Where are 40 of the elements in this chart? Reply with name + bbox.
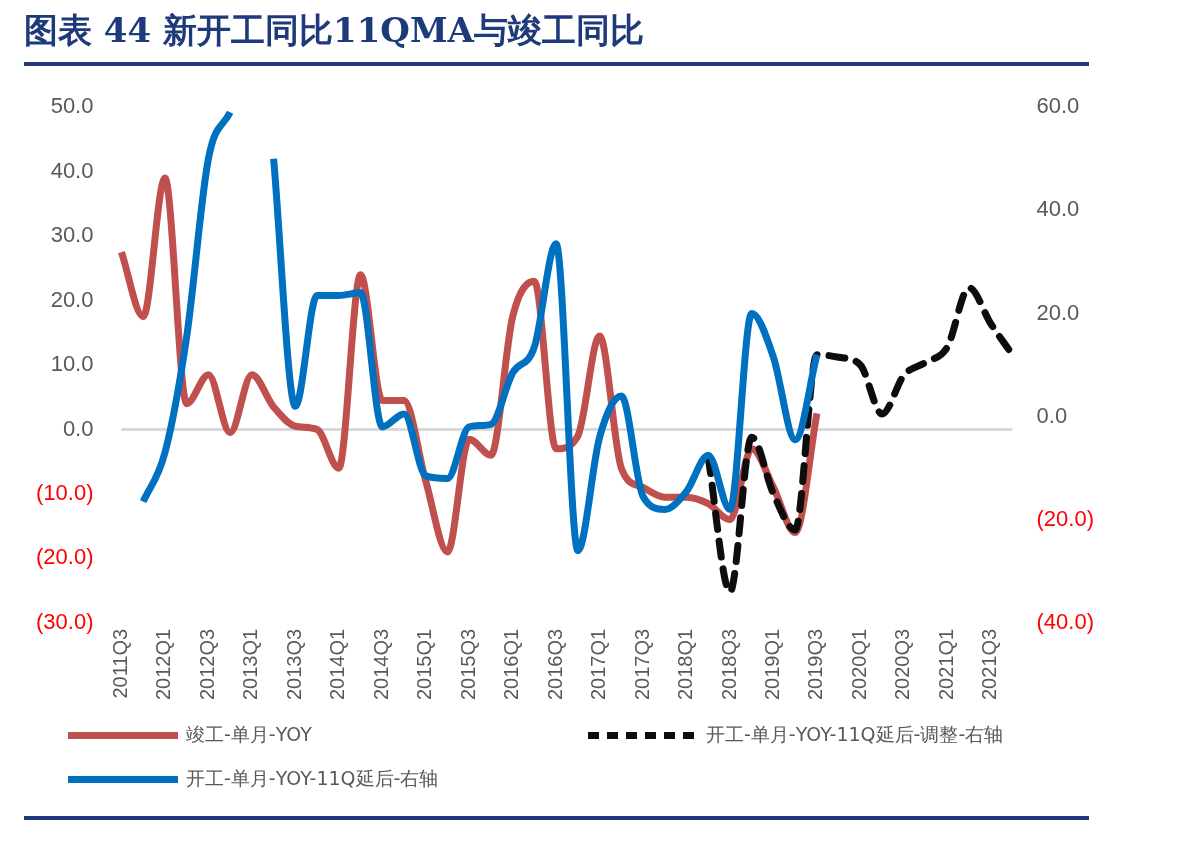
y2-tick-label: 40.0 bbox=[1036, 196, 1080, 222]
y-tick-label: (20.0) bbox=[35, 544, 94, 570]
y2-tick-label: (20.0) bbox=[1036, 505, 1095, 531]
x-tick-label: 2016Q3 bbox=[543, 628, 566, 700]
x-tick-label: 2013Q3 bbox=[282, 628, 305, 700]
x-tick-label: 2020Q1 bbox=[847, 628, 870, 700]
legend-label: 竣工-单月-YOY bbox=[186, 722, 312, 747]
y-tick-label: 50.0 bbox=[50, 93, 94, 119]
y-tick-label: (10.0) bbox=[35, 479, 94, 505]
y2-tick-label: 60.0 bbox=[1036, 93, 1080, 119]
x-tick-label: 2017Q1 bbox=[587, 628, 610, 700]
x-tick-label: 2014Q1 bbox=[326, 628, 349, 700]
y2-tick-label: 0.0 bbox=[1036, 402, 1068, 428]
y-tick-label: 20.0 bbox=[50, 286, 94, 312]
y-tick-label: 40.0 bbox=[50, 157, 94, 183]
y-tick-label: (30.0) bbox=[35, 608, 94, 634]
y2-tick-label: 20.0 bbox=[1036, 299, 1080, 325]
x-tick-label: 2020Q3 bbox=[891, 628, 914, 700]
legend-label: 开工-单月-YOY-11Q延后-调整-右轴 bbox=[706, 722, 1004, 747]
y-tick-label: 30.0 bbox=[50, 222, 94, 248]
x-tick-label: 2013Q1 bbox=[239, 628, 262, 700]
x-tick-label: 2018Q1 bbox=[674, 628, 697, 700]
x-tick-label: 2014Q3 bbox=[369, 628, 392, 700]
x-tick-label: 2012Q1 bbox=[152, 628, 175, 700]
x-tick-label: 2018Q3 bbox=[717, 628, 740, 700]
y-tick-label: 10.0 bbox=[50, 351, 94, 377]
x-tick-label: 2017Q3 bbox=[630, 628, 653, 700]
x-tick-label: 2019Q3 bbox=[804, 628, 827, 700]
x-tick-label: 2015Q3 bbox=[456, 628, 479, 700]
x-tick-label: 2021Q3 bbox=[978, 628, 1001, 700]
x-tick-label: 2015Q1 bbox=[413, 628, 436, 700]
x-tick-label: 2011Q3 bbox=[108, 628, 131, 699]
chart-title: 图表 44 新开工同比11QMA与竣工同比 bbox=[24, 8, 1089, 66]
y2-tick-label: (40.0) bbox=[1036, 608, 1095, 634]
y-tick-label: 0.0 bbox=[62, 415, 94, 441]
x-tick-label: 2019Q1 bbox=[760, 628, 783, 700]
x-tick-label: 2012Q3 bbox=[195, 628, 218, 700]
x-tick-label: 2021Q1 bbox=[934, 628, 957, 700]
x-tick-label: 2016Q1 bbox=[500, 628, 523, 700]
legend-label: 开工-单月-YOY-11Q延后-右轴 bbox=[186, 766, 439, 791]
